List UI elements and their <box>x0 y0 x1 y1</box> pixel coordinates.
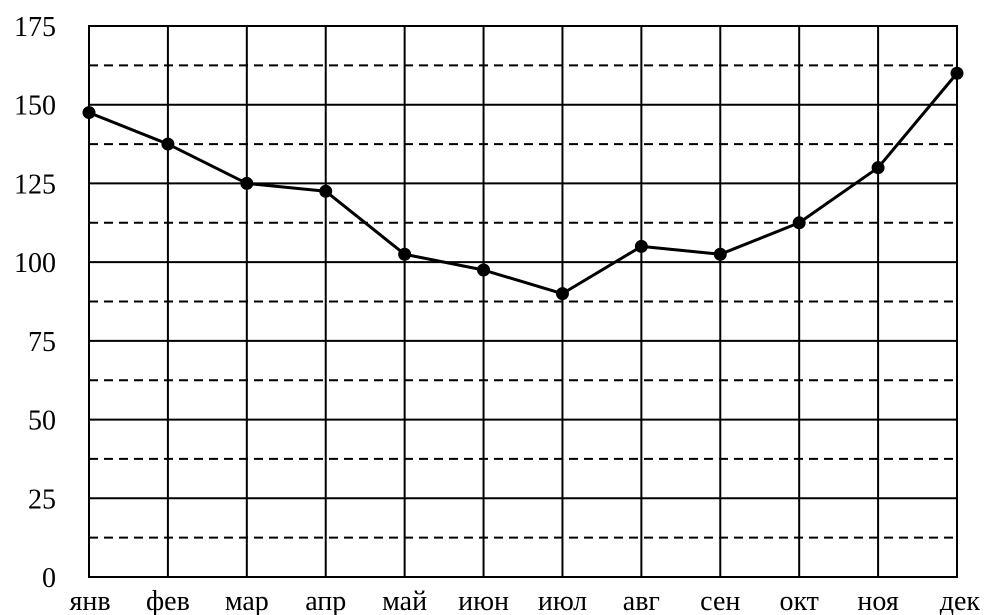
x-category-label: фев <box>146 586 190 615</box>
y-tick-label: 75 <box>28 327 56 358</box>
minor-gridlines <box>89 64 957 539</box>
data-point <box>950 66 964 80</box>
x-category-label: июл <box>538 586 587 615</box>
y-tick-label: 150 <box>14 91 56 122</box>
x-category-label: апр <box>305 586 346 615</box>
y-tick-label: 0 <box>42 563 56 594</box>
x-category-label: май <box>382 586 427 615</box>
x-category-label: янв <box>69 586 110 615</box>
data-point <box>82 106 96 120</box>
data-point <box>555 287 569 301</box>
x-category-label: дек <box>940 586 981 615</box>
data-point <box>477 263 491 277</box>
plot-frame <box>88 25 958 578</box>
data-points <box>82 66 964 301</box>
data-point <box>792 216 806 230</box>
x-category-label: ноя <box>857 586 898 615</box>
y-tick-label: 125 <box>14 169 56 200</box>
x-category-label: авг <box>623 586 660 615</box>
series-line <box>88 72 959 296</box>
y-tick-label: 50 <box>28 406 56 437</box>
x-category-label: окт <box>779 586 818 615</box>
x-category-label: мар <box>225 586 269 615</box>
y-tick-label: 25 <box>28 484 56 515</box>
y-axis-tick-labels: 0 25 50 75 100 125 150 175 <box>14 12 56 594</box>
data-point <box>240 176 254 190</box>
y-tick-label: 175 <box>14 12 56 43</box>
data-point <box>713 247 727 261</box>
data-point <box>634 239 648 253</box>
data-point <box>398 247 412 261</box>
x-category-label: сен <box>700 586 740 615</box>
x-category-label: июн <box>458 586 509 615</box>
data-point <box>319 184 333 198</box>
data-point <box>161 137 175 151</box>
y-tick-label: 100 <box>14 248 56 279</box>
data-point <box>871 161 885 175</box>
x-axis-category-labels: янв фев мар апр май июн июл авг сен окт ноя дек <box>69 586 980 615</box>
